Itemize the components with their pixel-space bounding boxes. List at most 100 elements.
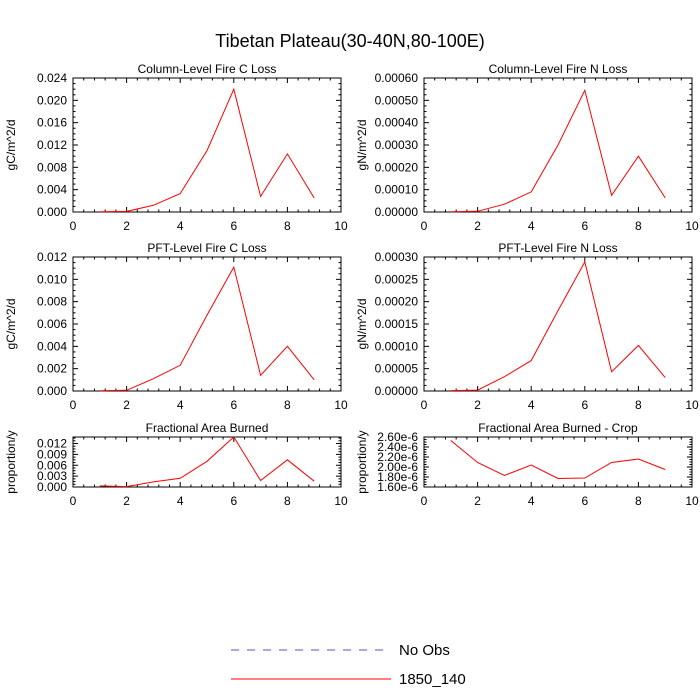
x-tick-label: 6 [581,494,588,508]
chart-panel-3: 0 2 4 6 8 10 0.000 0.002 0.004 0.006 0.008 0.010 0.0… [4,241,348,412]
y-tick-label: 0.004 [37,183,67,197]
series-line-1850_140 [450,88,666,213]
x-tick-label: 0 [70,494,77,508]
y-tick-label: 0.00050 [375,93,419,107]
x-tick-label: 8 [635,494,642,508]
x-tick-label: 8 [635,219,642,233]
x-tick-label: 10 [685,398,699,412]
series-line-1850_140 [99,87,315,213]
x-tick-label: 2 [474,494,481,508]
y-tick-label: 2.20e-6 [377,450,418,464]
y-tick-label: 0.00010 [375,183,419,197]
y-tick-label: 0.00025 [375,272,419,286]
series-line-1850_140 [99,265,315,392]
y-tick-label: 0.00005 [375,362,419,376]
y-tick-label: 0.00010 [375,339,419,353]
x-tick-label: 6 [581,219,588,233]
y-tick-label: 0.00020 [375,295,419,309]
y-tick-label: 0.016 [37,116,67,130]
y-tick-label: 0.003 [37,469,67,483]
chart-panel-1: 0 2 4 6 8 10 0.000 0.004 0.008 0.012 0.016 0.020 0.0… [4,62,348,233]
y-tick-label: 0.000 [37,205,67,219]
x-tick-label: 6 [230,398,237,412]
x-tick-label: 10 [685,494,699,508]
y-tick-label: 2.60e-6 [377,430,418,444]
panel-title: Column-Level Fire C Loss [138,62,277,76]
x-tick-label: 10 [685,219,699,233]
plot-frame [423,436,693,488]
y-tick-label: 0.000 [37,384,67,398]
x-tick-label: 4 [528,219,535,233]
legend-label-2: 1850_140 [399,671,466,688]
y-tick-label: 0.00060 [375,71,419,85]
y-axis-label: gC/m^2/d [4,299,18,350]
plot-frame [72,436,342,488]
y-tick-label: 0.024 [37,71,67,85]
y-tick-label: 0.008 [37,160,67,174]
y-axis-label: gN/m^2/d [355,120,369,171]
series-line-1850_140 [450,440,666,480]
y-tick-label: 0.00020 [375,160,419,174]
y-tick-label: 0.002 [37,362,67,376]
y-tick-label: 0.020 [37,93,67,107]
legend-label-1: No Obs [399,642,450,659]
x-tick-label: 2 [474,398,481,412]
y-tick-label: 0.00015 [375,317,419,331]
y-tick-label: 0.000 [37,480,67,494]
panels-group: 0 2 4 6 8 10 0.000 0.004 0.008 0.012 0.016 0.020 0.0… [4,62,699,508]
x-tick-label: 2 [123,219,130,233]
y-axis-label: gC/m^2/d [4,120,18,171]
panel-title: Column-Level Fire N Loss [489,62,628,76]
y-tick-label: 2.00e-6 [377,460,418,474]
y-tick-label: 0.012 [37,138,67,152]
y-tick-label: 0.010 [37,272,67,286]
y-tick-label: 0.006 [37,458,67,472]
chart-panel-4: 0 2 4 6 8 10 0.00000 0.00005 0.00010 0.00015 0.000… [355,241,699,412]
chart-panel-6: 0 2 4 6 8 10 1.60e-61.80e-62.00e-62.20e-62.40e… [355,421,699,508]
x-tick-label: 2 [474,219,481,233]
y-tick-label: 0.00030 [375,138,419,152]
x-tick-label: 8 [284,494,291,508]
y-tick-label: 0.006 [37,317,67,331]
x-tick-label: 10 [334,398,348,412]
x-tick-label: 6 [230,494,237,508]
x-tick-label: 4 [528,494,535,508]
x-tick-label: 8 [284,219,291,233]
plot-frame [72,256,342,392]
y-tick-label: 2.40e-6 [377,440,418,454]
x-tick-label: 2 [123,494,130,508]
plot-frame [72,77,342,213]
x-tick-label: 8 [635,398,642,412]
figure-title: Tibetan Plateau(30-40N,80-100E) [215,31,485,51]
y-tick-label: 1.60e-6 [377,480,418,494]
x-tick-label: 0 [70,398,77,412]
y-axis-label: proportion/y [4,430,18,493]
x-tick-label: 6 [230,219,237,233]
y-axis-label: proportion/y [355,430,369,493]
legend: No Obs 1850_140 [231,642,466,688]
y-tick-label: 0.012 [37,437,67,451]
y-axis-label: gN/m^2/d [355,299,369,350]
plot-frame [423,256,693,392]
x-tick-label: 4 [177,219,184,233]
chart-panel-2: 0 2 4 6 8 10 0.00000 0.00010 0.00020 0.00030 0.000… [355,62,699,233]
y-tick-label: 0.00000 [375,384,419,398]
panel-title: PFT-Level Fire C Loss [147,241,266,255]
x-tick-label: 4 [177,398,184,412]
y-tick-label: 0.00030 [375,250,419,264]
y-tick-label: 0.00040 [375,116,419,130]
x-tick-label: 0 [421,219,428,233]
y-tick-label: 0.004 [37,339,67,353]
y-tick-label: 1.80e-6 [377,470,418,484]
x-tick-label: 10 [334,494,348,508]
series-line-1850_140 [99,436,315,488]
x-tick-label: 10 [334,219,348,233]
x-tick-label: 4 [177,494,184,508]
y-tick-label: 0.00000 [375,205,419,219]
x-tick-label: 4 [528,398,535,412]
y-tick-label: 0.012 [37,250,67,264]
x-tick-label: 8 [284,398,291,412]
series-line-1850_140 [450,260,666,392]
